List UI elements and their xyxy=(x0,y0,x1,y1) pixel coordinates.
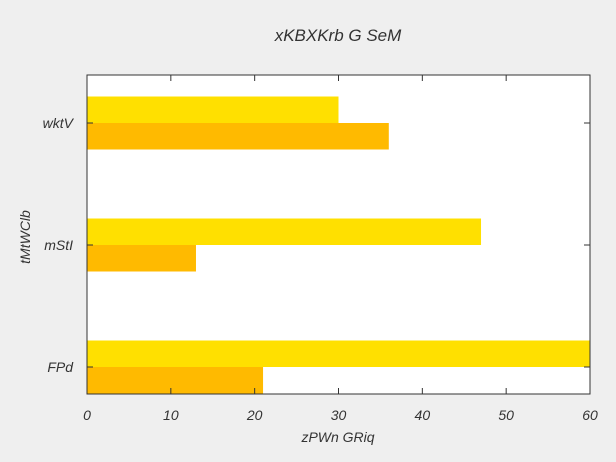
bar-wktV-series-2 xyxy=(87,123,389,150)
y-axis-label: tMtWClb xyxy=(17,210,33,264)
bar-FPd-series-1 xyxy=(87,340,590,367)
x-tick-label: 50 xyxy=(498,407,514,423)
bar-wktV-series-1 xyxy=(87,96,339,123)
x-tick-label: 40 xyxy=(415,407,431,423)
bar-mStI-series-2 xyxy=(87,245,196,272)
x-tick-label: 20 xyxy=(246,407,263,423)
y-tick-label: wktV xyxy=(43,115,75,131)
x-tick-label: 60 xyxy=(582,407,598,423)
chart-title: xKBXKrb G SeM xyxy=(274,26,402,45)
bar-FPd-series-2 xyxy=(87,367,264,394)
x-tick-label: 10 xyxy=(163,407,179,423)
axes-group: FPd mStI wktV 0 10 20 30 40 50 60 xyxy=(43,75,598,423)
bar-mStI-series-1 xyxy=(87,218,482,245)
x-axis-label: zPWn GRiq xyxy=(300,429,374,445)
y-tick-label: mStI xyxy=(44,237,73,253)
x-tick-label: 0 xyxy=(83,407,91,423)
y-tick-label: FPd xyxy=(47,359,74,375)
bars-group xyxy=(87,96,590,394)
plot-frame xyxy=(86,74,591,395)
x-tick-label: 30 xyxy=(331,407,347,423)
